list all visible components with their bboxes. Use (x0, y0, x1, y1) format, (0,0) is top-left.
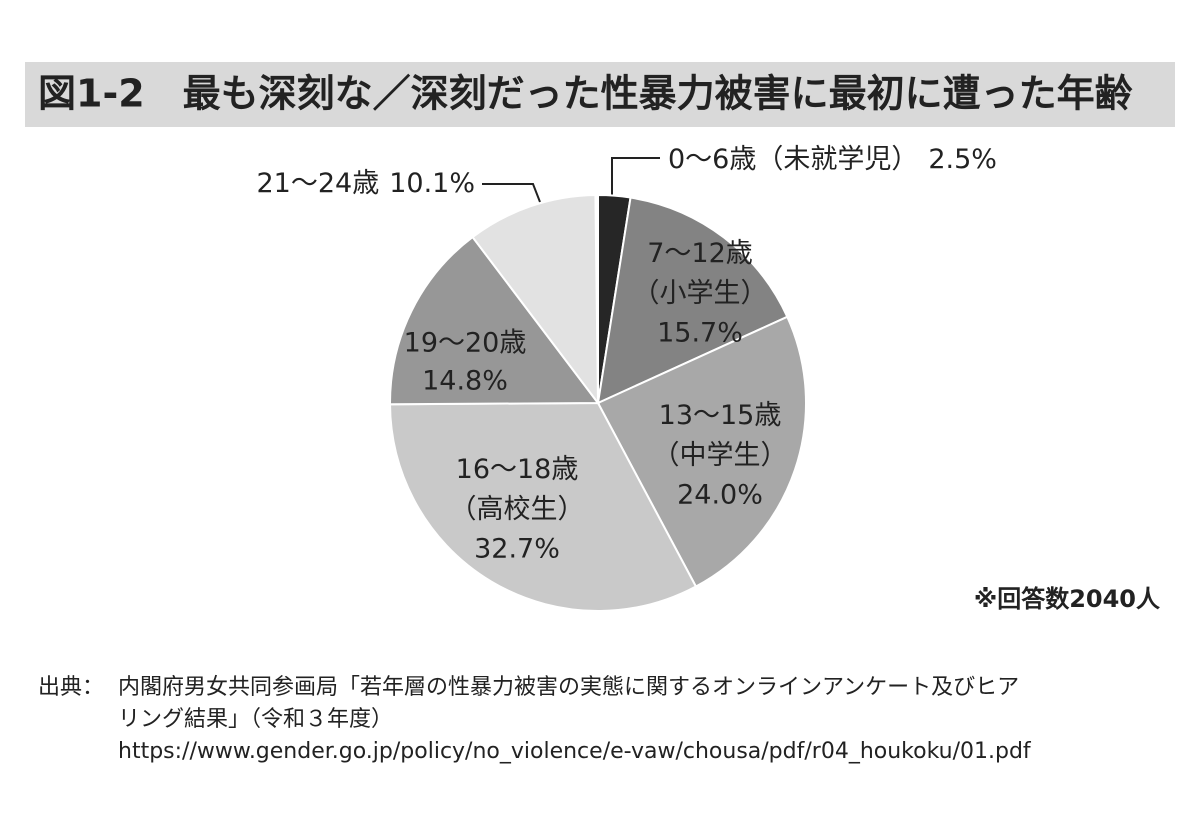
pie-slice (471, 194, 600, 407)
note: ※回答数2040人 (974, 585, 1160, 613)
slice-value: 24.0% (677, 480, 763, 511)
slice-label: 7～12歳（小学生） (633, 238, 768, 309)
chart-title: 図1-2 最も深刻な／深刻だった性暴力被害に最初に遭った年齢 (38, 72, 1133, 116)
pie-slice (389, 235, 600, 406)
slice-label: 21～24歳 (257, 168, 380, 199)
slice-value: 2.5% (928, 144, 997, 175)
slice-value: 15.7% (657, 318, 743, 349)
slice-label-group: 21～24歳 10.1% (257, 168, 476, 199)
slice-label: 0～6歳（未就学児） (668, 144, 918, 175)
pie (388, 193, 807, 612)
leader-line (482, 183, 541, 203)
pie-slice (596, 315, 807, 588)
source-url: https://www.gender.go.jp/policy/no_viole… (118, 739, 1032, 764)
slice-label: 16～18歳（高校生） (450, 454, 585, 525)
source-text: リング結果」（令和３年度） (118, 707, 393, 732)
title-bar (25, 62, 1175, 127)
slice-value: 14.8% (422, 366, 508, 397)
slice-label-group: 0～6歳（未就学児） 2.5% (668, 144, 997, 175)
source-label: 出典： (38, 675, 104, 700)
pie-slice (388, 401, 698, 612)
leader-line (611, 157, 660, 196)
slice-label: 19～20歳 (404, 328, 527, 359)
pie-slice (596, 196, 789, 405)
slice-value: 10.1% (389, 168, 475, 199)
source-text: 内閣府男女共同参画局「若年層の性暴力被害の実態に関するオンラインアンケート及びヒ… (118, 675, 1019, 700)
slice-value: 32.7% (474, 534, 560, 565)
slice-label: 13～15歳（中学生） (653, 400, 788, 471)
